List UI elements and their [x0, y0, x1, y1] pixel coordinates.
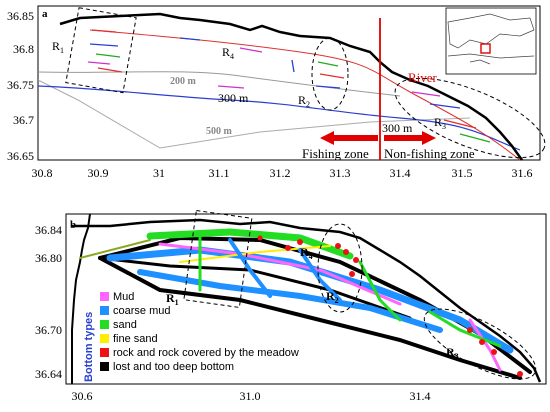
legend-swatch-coarse-mud — [100, 306, 109, 315]
contour-label-300: 300 m — [218, 91, 249, 105]
legend-swatch-mud — [100, 292, 109, 301]
panel-a-x-tick: 31.6 — [512, 166, 533, 180]
panel-b-y-tick: 36.70 — [35, 323, 62, 337]
panel-b-region-r3-label: R3 — [446, 345, 459, 361]
contour-300 — [37, 85, 521, 151]
panel-a-y-tick: 36.7 — [13, 113, 34, 127]
inset-study-area-marker — [480, 43, 491, 54]
region-r2-outline — [311, 37, 349, 111]
region-r2-label: R2 — [298, 93, 310, 109]
inset-map — [445, 7, 537, 75]
legend-swatch-fine-sand — [100, 334, 109, 343]
panel-b-region-r1-label: R1 — [166, 291, 179, 307]
contour-200 — [37, 71, 401, 97]
panel-b-y-tick: 36.80 — [35, 251, 62, 265]
panel-b-y-ticks: 36.84 36.80 36.70 36.64 — [35, 223, 62, 381]
panel-a-y-tick: 36.75 — [7, 78, 34, 92]
panel-a-y-tick: 36.85 — [7, 9, 34, 23]
legend-swatch-lost — [100, 362, 109, 371]
panel-a-y-tick: 36.65 — [7, 149, 34, 163]
panel-b-x-tick: 30.6 — [72, 389, 93, 403]
panel-a-x-tick: 31.3 — [330, 166, 351, 180]
panel-b: b — [35, 209, 547, 403]
region-r1-outline — [65, 7, 137, 94]
legend-label-sand: sand — [113, 319, 137, 331]
contour-500 — [37, 79, 471, 149]
panel-a-x-tick: 31.5 — [452, 166, 473, 180]
panel-b-region-r1-outline — [183, 209, 253, 309]
panel-b-x-ticks: 30.6 31.0 31.4 — [72, 389, 431, 403]
panel-b-region-r4-label: R4 — [300, 245, 313, 261]
bottom-type-tracks — [79, 228, 532, 380]
non-fishing-zone-arrow — [384, 131, 436, 145]
non-fishing-zone-label: Non-fishing zone — [384, 146, 475, 161]
legend-label-mud: Mud — [113, 291, 134, 303]
panel-a-x-tick: 31 — [153, 166, 165, 180]
panel-a: a — [7, 5, 546, 180]
river-label: River — [408, 70, 438, 85]
legend-label-coarse-mud: coarse mud — [113, 305, 170, 317]
coastline — [59, 12, 524, 161]
panel-b-y-tick: 36.84 — [35, 223, 62, 237]
region-r1-label: R1 — [52, 39, 64, 55]
fishing-zone-arrow — [320, 131, 378, 145]
legend-swatch-sand — [100, 320, 109, 329]
panel-b-region-r2-outline — [317, 223, 363, 313]
panel-a-x-tick: 30.9 — [88, 166, 109, 180]
panel-b-y-tick: 36.64 — [35, 367, 62, 381]
survey-tracks — [87, 29, 491, 143]
fishing-zone-label: Fishing zone — [302, 146, 369, 161]
legend-title: Bottom types — [83, 312, 95, 382]
panel-a-x-tick: 31.1 — [209, 166, 230, 180]
legend-label-lost: lost and too deep bottom — [113, 361, 234, 373]
bottom-type-legend: Bottom types Mud coarse mud sand fine sa… — [83, 291, 299, 382]
panel-b-west-shore — [71, 213, 91, 384]
panel-b-region-r2-label: R2 — [326, 289, 339, 305]
region-r4-label: R4 — [222, 45, 234, 61]
panel-a-x-tick: 30.8 — [32, 166, 53, 180]
panel-a-x-tick: 31.4 — [390, 166, 411, 180]
region-r3-outline — [394, 77, 546, 159]
panel-a-x-ticks: 30.8 30.9 31 31.1 31.2 31.3 31.4 31.5 31… — [32, 166, 533, 180]
panel-a-letter: a — [42, 8, 48, 20]
panel-b-x-tick: 31.4 — [410, 389, 431, 403]
legend-label-rock: rock and rock covered by the meadow — [113, 347, 299, 359]
legend-swatch-rock — [100, 348, 109, 357]
panel-b-x-tick: 31.0 — [240, 389, 261, 403]
boundary-depth-label: 300 m — [382, 121, 413, 135]
contour-label-200: 200 m — [170, 76, 197, 87]
contour-label-500: 500 m — [206, 126, 233, 137]
legend-label-fine-sand: fine sand — [113, 333, 158, 345]
panel-a-x-tick: 31.2 — [270, 166, 291, 180]
region-r3-label: R3 — [434, 115, 446, 131]
panel-b-region-r3-outline — [423, 308, 537, 380]
panel-a-y-ticks: 36.85 36.8 36.75 36.7 36.65 — [7, 9, 34, 163]
panel-b-coastline — [72, 218, 542, 383]
panel-a-y-tick: 36.8 — [13, 42, 34, 56]
